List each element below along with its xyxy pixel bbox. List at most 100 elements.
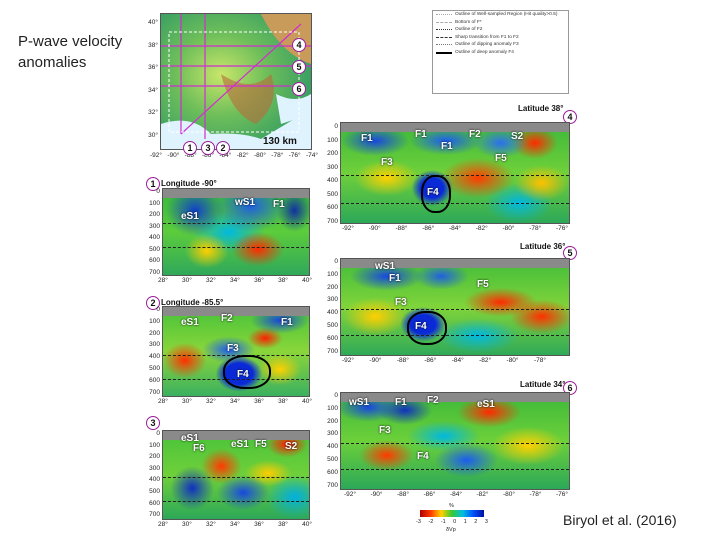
map-section-marker-5: 5 xyxy=(292,60,306,74)
section-marker-3: 3 xyxy=(146,416,160,430)
anomaly-label: F6 xyxy=(193,443,205,454)
map-lat-tick: 32° xyxy=(148,109,158,116)
x-axis-section-4: -92° -90° -88° -86° -84° -82° -80° -78° -76° xyxy=(342,225,568,232)
anomaly-label: F1 xyxy=(395,397,407,408)
tomography-section-3: eS1 F6 eS1 F5 S2 xyxy=(162,430,310,520)
anomaly-label: eS1 xyxy=(477,399,495,410)
map-lat-tick: 40° xyxy=(148,19,158,26)
tomography-section-1: eS1 wS1 F1 xyxy=(162,188,310,276)
depth-axis-1: 0 100 200 300 400 500 600 700 xyxy=(149,188,160,276)
map-lon-tick: -86° xyxy=(201,152,214,159)
anomaly-label: S2 xyxy=(285,441,298,452)
anomaly-label: S2 xyxy=(511,131,524,142)
colorbar-ticks: -3 -2 -1 0 1 2 3 xyxy=(416,519,488,525)
anomaly-label: F1 xyxy=(441,141,453,152)
section-marker-2: 2 xyxy=(146,296,160,310)
anomaly-label: F5 xyxy=(477,279,489,290)
depth-axis-5: 0 100 200 300 400 500 600 700 xyxy=(327,258,338,355)
legend-item: Outline of Well-sampled Region (Hit qual… xyxy=(433,11,568,19)
anomaly-label: F2 xyxy=(427,395,439,406)
section-title-6: Latitude 34° xyxy=(520,380,566,389)
map-lat-tick: 38° xyxy=(148,41,158,49)
section-marker-1: 1 xyxy=(146,177,160,191)
map-lat-tick: 30° xyxy=(148,131,158,139)
map-scale-label: 130 km xyxy=(263,136,297,147)
map-lon-tick: -82° xyxy=(236,152,249,159)
figure-legend: Outline of Well-sampled Region (Hit qual… xyxy=(432,10,569,94)
anomaly-label: eS1 xyxy=(231,439,249,450)
map-lat-tick: 36° xyxy=(148,64,158,71)
anomaly-label: wS1 xyxy=(235,197,256,208)
anomaly-label: F4 xyxy=(427,187,439,198)
anomaly-label: F1 xyxy=(361,133,373,144)
map-lon-tick: -76° xyxy=(288,152,301,159)
map-lon-tick: -80° xyxy=(253,152,266,159)
depth-axis-3: 0 100 200 300 400 500 600 700 xyxy=(149,430,160,519)
legend-item: Outline of F2 xyxy=(433,26,568,34)
depth-axis-2: 0 100 200 300 400 500 600 700 xyxy=(149,306,160,396)
x-axis-section-1: 28° 30° 32° 34° 36° 38° 40° xyxy=(158,277,312,284)
citation-credit: Biryol et al. (2016) xyxy=(563,512,677,528)
depth-axis-6: 0 100 200 300 400 500 600 700 xyxy=(327,392,338,489)
legend-item: Sharp transition from F1 to F2 xyxy=(433,34,568,42)
legend-item: Outline of dipping anomaly F3 xyxy=(433,41,568,49)
location-map: 130 km xyxy=(160,13,312,150)
anomaly-label: F2 xyxy=(221,313,233,324)
depth-axis-4: 0 100 200 300 400 500 600 700 xyxy=(327,123,338,225)
anomaly-label: wS1 xyxy=(349,397,370,408)
velocity-colorbar xyxy=(420,510,484,517)
map-lon-ticks: -92° -90° -88° -86° -84° -82° -80° -78° … xyxy=(150,152,318,159)
section-title-5: Latitude 36° xyxy=(520,242,566,251)
section-marker-6: 6 xyxy=(563,381,577,395)
anomaly-label: eS1 xyxy=(181,433,199,444)
anomaly-label: F1 xyxy=(389,273,401,284)
x-axis-section-2: 28° 30° 32° 34° 36° 38° 40° xyxy=(158,398,312,405)
x-axis-section-3: 28° 30° 32° 34° 36° 38° 40° xyxy=(158,521,312,528)
anomaly-label: F1 xyxy=(281,317,293,328)
map-lon-tick: -92° xyxy=(150,152,162,159)
map-section-marker-2: 2 xyxy=(216,141,230,155)
anomaly-label: F5 xyxy=(495,153,507,164)
map-lon-tick: -88° xyxy=(184,152,197,159)
anomaly-label: F2 xyxy=(469,129,481,140)
map-section-marker-1: 1 xyxy=(183,141,197,155)
tomography-section-2: eS1 F2 F1 F3 F4 xyxy=(162,306,310,397)
anomaly-label: F3 xyxy=(227,343,239,354)
map-lon-tick: -90° xyxy=(167,152,180,159)
section-title-4: Latitude 38° xyxy=(518,104,564,113)
anomaly-label: F3 xyxy=(381,157,393,168)
section-title-2: Longitude -85.5° xyxy=(161,298,224,307)
anomaly-label: F4 xyxy=(237,369,249,380)
anomaly-label: F4 xyxy=(417,451,429,462)
section-marker-4: 4 xyxy=(563,110,577,124)
section-title-1: Longitude -90° xyxy=(161,179,217,188)
colorbar-quantity: δVp xyxy=(446,527,456,533)
anomaly-label: eS1 xyxy=(181,317,199,328)
anomaly-label: wS1 xyxy=(375,261,396,272)
section-marker-5: 5 xyxy=(563,246,577,260)
anomaly-label: F1 xyxy=(415,129,427,140)
map-section-marker-4: 4 xyxy=(292,38,306,52)
anomaly-label: F3 xyxy=(395,297,407,308)
colorbar-unit: % xyxy=(449,503,454,509)
anomaly-label: F5 xyxy=(255,439,267,450)
slide-title: P-wave velocity anomalies xyxy=(18,33,123,71)
x-axis-section-6: -92° -90° -88° -86° -84° -82° -80° -78° -76° xyxy=(344,491,568,498)
map-lat-tick: 34° xyxy=(148,86,158,94)
map-section-marker-3: 3 xyxy=(201,141,215,155)
anomaly-label: F4 xyxy=(415,321,427,332)
map-lon-tick: -84° xyxy=(219,152,232,159)
anomaly-label: eS1 xyxy=(181,211,199,222)
tomography-section-6: wS1 F1 F2 eS1 F3 F4 xyxy=(340,392,570,490)
map-lon-tick: -78° xyxy=(271,152,284,159)
map-lon-tick: -74° xyxy=(305,152,318,159)
legend-item: Bottom of F* xyxy=(433,19,568,27)
map-lat-ticks: 40° 38° 36° 34° 32° 30° xyxy=(138,12,158,147)
legend-item: Outline of deep anomaly F4 xyxy=(433,49,568,57)
tomography-section-4: F1 F1 F2 S2 F1 F3 F5 F4 xyxy=(340,122,570,224)
x-axis-section-5: -92° -90° -88° -86° -84° -82° -80° -78° xyxy=(342,357,546,364)
anomaly-label: F1 xyxy=(273,199,285,210)
anomaly-label: F3 xyxy=(379,425,391,436)
tomography-section-5: wS1 F1 F5 F3 F4 xyxy=(340,258,570,356)
map-section-marker-6: 6 xyxy=(292,82,306,96)
